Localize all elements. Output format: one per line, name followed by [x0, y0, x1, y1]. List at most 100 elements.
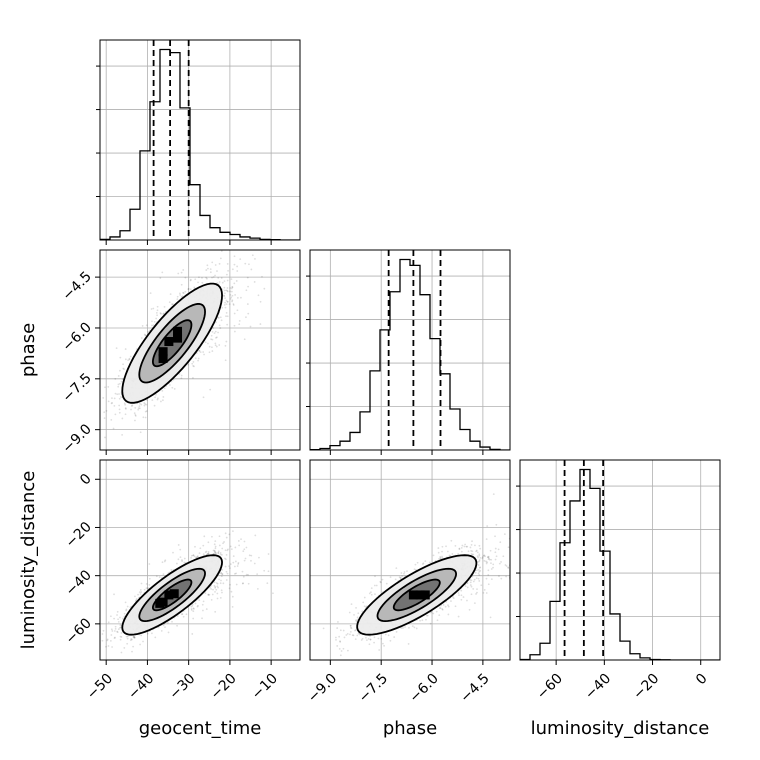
- scatter-point: [220, 319, 223, 322]
- scatter-point: [110, 418, 113, 421]
- scatter-point: [248, 263, 250, 266]
- density-peak-cell: [173, 333, 183, 343]
- scatter-point: [111, 401, 114, 404]
- scatter-point: [163, 560, 166, 563]
- scatter-point: [215, 247, 217, 249]
- scatter-point: [118, 393, 120, 395]
- scatter-point: [113, 630, 116, 632]
- scatter-point: [142, 640, 144, 643]
- scatter-point: [213, 332, 216, 335]
- scatter-point: [144, 416, 147, 419]
- scatter-point: [120, 632, 123, 634]
- scatter-point: [207, 550, 210, 553]
- scatter-point: [140, 337, 143, 339]
- scatter-point: [211, 535, 213, 538]
- scatter-point: [139, 589, 142, 591]
- scatter-point: [116, 610, 119, 613]
- scatter-point: [131, 404, 134, 407]
- scatter-point: [190, 609, 193, 611]
- scatter-point: [212, 276, 215, 278]
- scatter-point: [112, 427, 115, 430]
- scatter-point: [231, 299, 234, 302]
- scatter-point: [209, 271, 212, 274]
- scatter-point: [263, 569, 266, 572]
- scatter-point: [105, 645, 107, 648]
- scatter-point: [130, 638, 133, 640]
- scatter-point: [102, 629, 105, 632]
- panel-geocent_time-vs-phase: −9.0−7.5−6.0−4.5: [59, 231, 301, 457]
- scatter-point: [224, 557, 226, 560]
- scatter-point: [229, 545, 232, 548]
- scatter-point: [131, 638, 133, 641]
- scatter-point: [113, 404, 116, 407]
- scatter-point: [248, 245, 250, 247]
- scatter-point: [180, 374, 183, 377]
- scatter-point: [217, 277, 220, 279]
- scatter-point: [117, 618, 119, 621]
- scatter-point: [164, 626, 166, 629]
- y-tick-label: −7.5: [59, 370, 94, 405]
- scatter-point: [114, 413, 117, 416]
- scatter-point: [177, 272, 180, 275]
- scatter-point: [224, 359, 227, 362]
- scatter-point: [177, 558, 180, 561]
- scatter-point: [192, 617, 195, 620]
- scatter-point: [163, 387, 166, 390]
- scatter-point: [159, 312, 162, 314]
- scatter-point: [201, 603, 204, 606]
- scatter-point: [220, 277, 223, 279]
- scatter-point: [248, 554, 251, 557]
- scatter-point: [138, 402, 141, 405]
- scatter-point: [184, 276, 187, 279]
- scatter-point: [190, 608, 193, 610]
- scatter-point: [137, 408, 140, 411]
- scatter-point: [143, 404, 146, 407]
- scatter-point: [220, 575, 223, 578]
- scatter-point: [118, 369, 121, 372]
- scatter-point: [241, 582, 244, 585]
- scatter-point: [119, 635, 122, 638]
- scatter-point: [116, 393, 119, 396]
- y-tick-label: −6.0: [59, 319, 94, 354]
- scatter-point: [226, 287, 229, 289]
- scatter-point: [226, 549, 229, 552]
- panel-geocent_time-hist: [96, 39, 301, 245]
- scatter-point: [123, 647, 126, 649]
- scatter-point: [247, 582, 250, 585]
- contour-line-level-1: [138, 303, 206, 384]
- scatter-point: [234, 560, 237, 563]
- scatter-point: [217, 316, 219, 319]
- scatter-point: [156, 309, 159, 312]
- scatter-point: [226, 290, 229, 293]
- scatter-point: [215, 588, 218, 591]
- scatter-point: [206, 553, 209, 555]
- scatter-point: [214, 545, 217, 548]
- scatter-point: [197, 359, 199, 362]
- scatter-point: [192, 554, 195, 557]
- scatter-point: [154, 396, 156, 399]
- scatter-point: [229, 287, 232, 289]
- scatter-point: [193, 365, 195, 368]
- scatter-point: [224, 297, 226, 299]
- scatter-point: [269, 231, 271, 233]
- scatter-point: [259, 323, 262, 325]
- histogram-geocent_time: [100, 48, 300, 240]
- scatter-point: [131, 650, 133, 653]
- scatter-point: [180, 613, 183, 616]
- scatter-point: [228, 303, 231, 306]
- scatter-point: [223, 304, 226, 306]
- scatter-point: [143, 402, 146, 404]
- scatter-point: [221, 306, 224, 309]
- scatter-point: [254, 258, 256, 260]
- scatter-point: [233, 282, 236, 285]
- scatter-point: [155, 317, 158, 320]
- scatter-point: [236, 309, 239, 312]
- scatter-point: [306, 565, 308, 567]
- scatter-point: [192, 554, 195, 557]
- scatter-point: [171, 303, 174, 306]
- scatter-point: [111, 646, 114, 648]
- scatter-point: [224, 344, 227, 347]
- scatter-point: [119, 616, 121, 619]
- scatter-point: [227, 269, 229, 272]
- scatter-point: [183, 557, 186, 560]
